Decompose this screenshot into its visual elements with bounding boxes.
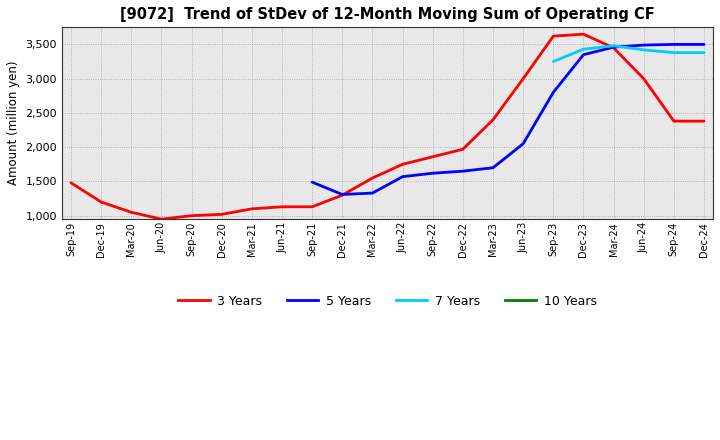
Legend: 3 Years, 5 Years, 7 Years, 10 Years: 3 Years, 5 Years, 7 Years, 10 Years [174,290,602,313]
Y-axis label: Amount (million yen): Amount (million yen) [7,61,20,185]
Title: [9072]  Trend of StDev of 12-Month Moving Sum of Operating CF: [9072] Trend of StDev of 12-Month Moving… [120,7,655,22]
